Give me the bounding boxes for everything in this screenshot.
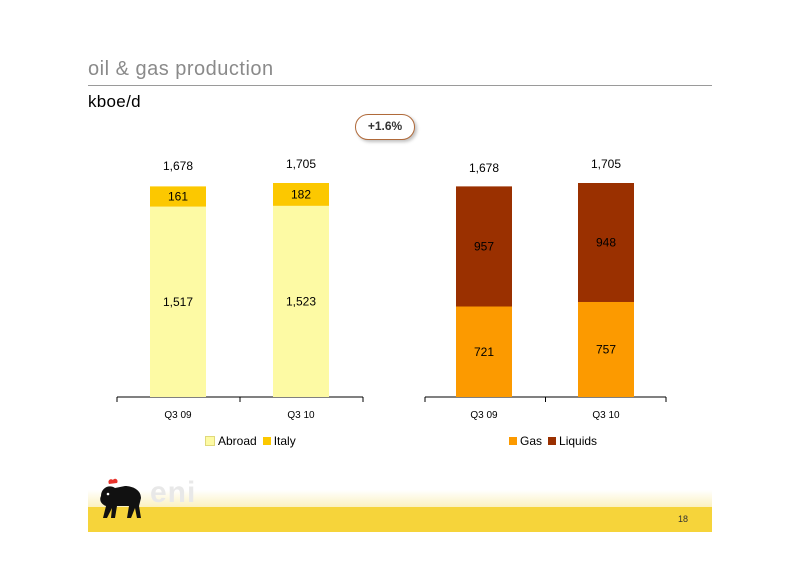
bar-1-gas-0 bbox=[456, 306, 512, 397]
unit-label: kboe/d bbox=[88, 92, 141, 111]
data-label-1-liquids-0: 957 bbox=[474, 239, 494, 253]
eni-wordmark: eni bbox=[150, 476, 197, 509]
page-title: oil & gas production bbox=[88, 58, 274, 80]
legend-label-italy: Italy bbox=[273, 434, 296, 448]
title-divider bbox=[88, 85, 712, 86]
total-label-1-0: 1,678 bbox=[469, 161, 499, 175]
data-label-0-italy-0: 161 bbox=[168, 189, 188, 203]
bar-1-liquids-0 bbox=[456, 186, 512, 307]
category-label-1-1: Q3 10 bbox=[592, 410, 620, 421]
legend-swatch-italy bbox=[262, 437, 271, 445]
legend-item-italy: Italy bbox=[262, 434, 296, 448]
legend-swatch-liquids bbox=[548, 437, 557, 445]
data-label-0-abroad-0: 1,517 bbox=[163, 295, 193, 309]
bar-0-italy-0 bbox=[150, 186, 206, 207]
page-number: 18 bbox=[678, 514, 689, 524]
bar-1-gas-1 bbox=[578, 301, 634, 397]
total-label-1-1: 1,705 bbox=[591, 157, 621, 171]
legend-item-gas: Gas bbox=[509, 434, 542, 448]
bar-0-abroad-1 bbox=[273, 205, 329, 397]
legend-label-liquids: Liquids bbox=[559, 434, 598, 448]
bar-0-abroad-0 bbox=[150, 206, 206, 397]
category-label-0-1: Q3 10 bbox=[287, 410, 315, 421]
data-label-1-gas-0: 721 bbox=[474, 345, 494, 359]
legend-label-gas: Gas bbox=[520, 434, 543, 448]
bar-0-italy-1 bbox=[273, 183, 329, 206]
bar-1-liquids-1 bbox=[578, 183, 634, 302]
data-label-1-liquids-1: 948 bbox=[596, 235, 616, 249]
legend-item-abroad: Abroad bbox=[205, 434, 257, 448]
footer-fade bbox=[88, 490, 712, 507]
total-label-0-0: 1,678 bbox=[163, 159, 193, 173]
six-legged-dog-logo-icon bbox=[100, 478, 141, 518]
category-label-0-0: Q3 09 bbox=[164, 410, 192, 421]
data-label-1-gas-1: 757 bbox=[596, 342, 616, 356]
legend-swatch-gas bbox=[509, 437, 517, 445]
growth-badge: +1.6% bbox=[355, 114, 415, 140]
data-label-0-italy-1: 182 bbox=[291, 187, 311, 201]
legend-item-liquids: Liquids bbox=[548, 434, 597, 448]
category-label-1-0: Q3 09 bbox=[470, 410, 498, 421]
legend-left: Abroad Italy bbox=[205, 434, 302, 448]
legend-label-abroad: Abroad bbox=[218, 434, 257, 448]
data-label-0-abroad-1: 1,523 bbox=[286, 294, 316, 308]
legend-right: Gas Liquids bbox=[509, 434, 603, 448]
total-label-0-1: 1,705 bbox=[286, 157, 316, 171]
footer-band bbox=[88, 507, 712, 532]
legend-swatch-abroad bbox=[205, 436, 215, 446]
